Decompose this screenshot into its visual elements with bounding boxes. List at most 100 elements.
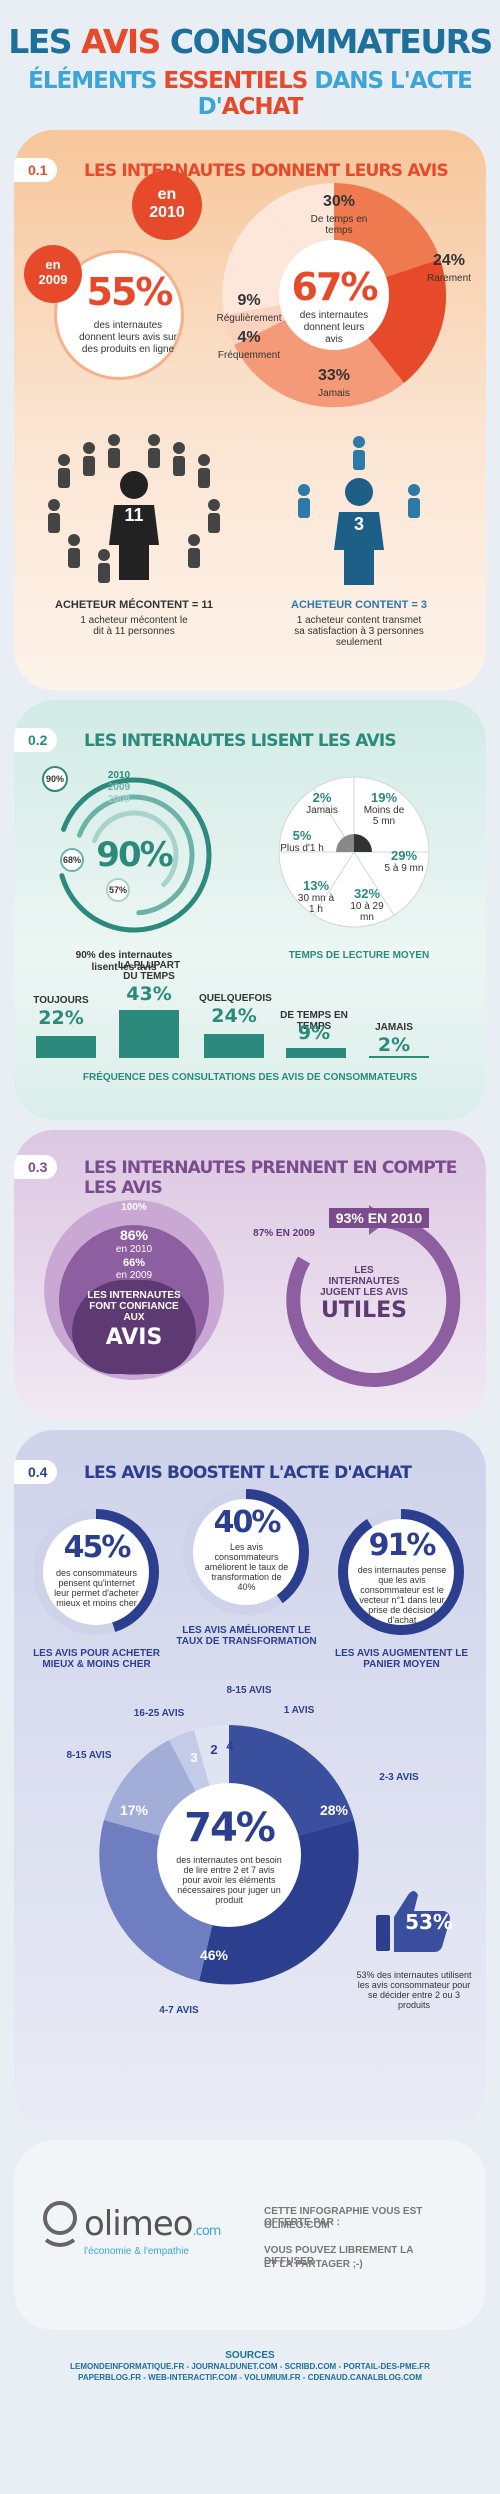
stat-40-text: Les avis consommateurs améliorent le tau… — [204, 1542, 289, 1592]
stat-90-marker: 90% — [42, 766, 68, 792]
freq-label: TOUJOURS — [33, 995, 89, 1006]
stat-9-text: Régulièrement — [216, 313, 282, 324]
donut-40 — [183, 1489, 309, 1615]
freq-value: 24% — [211, 1005, 257, 1027]
pie-value: 17% — [119, 1802, 149, 1818]
stat-66: 66% — [122, 1257, 146, 1269]
section-number: 0.2 — [14, 728, 58, 752]
stat-55: 55% — [86, 270, 174, 314]
main-subtitle: ÉLÉMENTS ESSENTIELS DANS L'ACTE D'ACHAT — [28, 68, 473, 120]
year-2009-label: 2009 — [107, 782, 131, 793]
stat-53-text: 53% des internautes utilisent les avis c… — [356, 1970, 472, 2010]
reading-arcs — [56, 777, 212, 933]
section-number: 0.1 — [14, 158, 58, 182]
year-2009-badge: en 2009 — [24, 245, 82, 303]
stat-24: 24% — [432, 252, 466, 269]
stat-30: 30% — [322, 193, 356, 210]
stat-9: 9% — [237, 292, 261, 309]
stat-66-year: en 2009 — [115, 1270, 153, 1281]
pie-value: 46% — [199, 1947, 229, 1963]
sources: SOURCES LEMONDEINFORMATIQUE.FR - JOURNAL… — [0, 2350, 500, 2383]
reading-value: 13% — [302, 878, 330, 893]
stat-86-year: en 2010 — [115, 1244, 153, 1255]
freq-label: JAMAIS — [375, 1022, 413, 1033]
year-2010-label: 2010 — [107, 770, 131, 781]
freq-bar-jamais — [369, 1056, 429, 1058]
section-number: 0.3 — [14, 1155, 58, 1179]
section-give-reviews: 0.1 LES INTERNAUTES DONNENT LEURS AVIS e… — [14, 130, 486, 690]
pie-value: 4 — [226, 1738, 234, 1753]
reviews-needed-pie — [99, 1725, 359, 1985]
stat-91-text: des internautes pense que les avis conso… — [357, 1565, 447, 1625]
freq-value: 9% — [297, 1022, 331, 1044]
freq-value: 2% — [377, 1034, 411, 1056]
section-header: 0.2 LES INTERNAUTES LISENT LES AVIS — [14, 728, 486, 758]
happy-buyer-illustration — [298, 436, 420, 585]
stat-53: 53% — [405, 1910, 453, 1934]
stat-4-text: Fréquemment — [217, 350, 281, 361]
unhappy-title: ACHETEUR MÉCONTENT = 11 — [55, 599, 213, 611]
useful-text: LES INTERNAUTES JUGENT LES AVIS — [320, 1265, 408, 1298]
stat-33: 33% — [317, 367, 351, 384]
section-number: 0.4 — [14, 1460, 58, 1484]
pie-value: 28% — [319, 1802, 349, 1818]
stat-45-text: des consommateurs pensent qu'internet le… — [54, 1568, 139, 1608]
section-header: 0.3 LES INTERNAUTES PRENNENT EN COMPTE L… — [14, 1155, 486, 1198]
stat-55-text: des internautes donnent leurs avis sur d… — [79, 320, 177, 355]
section-title: LES INTERNAUTES PRENNENT EN COMPTE LES A… — [84, 1158, 457, 1198]
pie-value: 2 — [210, 1742, 218, 1757]
reading-label: 10 à 29 mn — [350, 901, 384, 923]
section-consider-reviews: 0.3 LES INTERNAUTES PRENNENT EN COMPTE L… — [14, 1130, 486, 1420]
stat-4: 4% — [237, 329, 261, 346]
reading-label: 30 mn à 1 h — [297, 893, 335, 915]
stat-67: 67% — [291, 265, 379, 309]
section-title: LES INTERNAUTES DONNENT LEURS AVIS — [84, 161, 449, 181]
section-header: 0.4 LES AVIS BOOSTENT L'ACTE D'ACHAT — [14, 1460, 486, 1490]
freq-bar-de-temps — [286, 1048, 346, 1058]
year-2010-badge: en 2010 — [132, 170, 202, 240]
section-title: LES INTERNAUTES LISENT LES AVIS — [84, 731, 397, 751]
freq-label: LA PLUPART DU TEMPS — [117, 960, 181, 982]
stat-33-text: Jamais — [318, 388, 350, 399]
unhappy-number: 11 — [124, 505, 144, 525]
stat-45: 45% — [63, 1530, 132, 1565]
donut-45 — [33, 1509, 159, 1635]
unhappy-buyer-illustration — [48, 434, 220, 583]
stat-45-title: LES AVIS POUR ACHETER MIEUX & MOINS CHER — [33, 1648, 160, 1670]
pie-label: 16-25 AVIS — [133, 1708, 185, 1719]
pie-label: 2-3 AVIS — [379, 1772, 419, 1783]
trust-inner-circle — [72, 1280, 196, 1374]
reading-title: TEMPS DE LECTURE MOYEN — [288, 950, 430, 961]
reading-label: Plus d'1 h — [280, 843, 324, 854]
section-brand: olimeo.com l'économie & l'empathie CETTE… — [14, 2140, 486, 2330]
offer-line-1: CETTE INFOGRAPHIE VOUS EST OFFERTE PAR : — [264, 2206, 423, 2228]
thumbs-up-icon — [376, 1891, 450, 1952]
stat-90-caption: 90% des internautes lisent les avis — [75, 950, 173, 973]
olimeo-logo-icon — [43, 2201, 77, 2247]
freq-value: 43% — [126, 983, 172, 1005]
reading-value: 2% — [312, 790, 332, 805]
offer-line-2[interactable]: OLIMEO.COM — [264, 2220, 330, 2231]
stat-68-marker: 68% — [60, 848, 84, 872]
reading-time-pie — [278, 776, 430, 928]
brand-name: olimeo.com — [84, 2204, 221, 2244]
stat-67-text: des internautes donnent leurs avis — [299, 310, 369, 345]
donut-91 — [338, 1509, 464, 1635]
freq-label: DE TEMPS EN TEMPS — [280, 1010, 348, 1032]
freq-bar-toujours — [36, 1036, 96, 1058]
freq-title: FRÉQUENCE DES CONSULTATIONS DES AVIS DE … — [82, 1072, 418, 1083]
unhappy-text: 1 acheteur mécontent le dit à 11 personn… — [80, 615, 188, 637]
reading-label: Jamais — [306, 805, 338, 816]
pie-label: 8-15 AVIS — [226, 1685, 272, 1696]
share-line-2: ET LA PARTAGER ;-) — [264, 2259, 363, 2270]
pie-label: 8-15 AVIS — [66, 1750, 112, 1761]
section-title: LES AVIS BOOSTENT L'ACTE D'ACHAT — [84, 1463, 412, 1483]
section-read-reviews: 0.2 LES INTERNAUTES LISENT LES AVIS 90% … — [14, 700, 486, 1120]
reading-label: 5 à 9 mn — [384, 863, 424, 874]
stat-74: 74% — [184, 1805, 276, 1851]
freq-value: 22% — [38, 1007, 84, 1029]
sources-line-1: LEMONDEINFORMATIQUE.FR - JOURNALDUNET.CO… — [70, 2362, 430, 2371]
freq-label: QUELQUEFOIS — [199, 993, 272, 1004]
header: LES AVIS CONSOMMATEURS ÉLÉMENTS ESSENTIE… — [0, 0, 500, 120]
trust-big: AVIS — [105, 1325, 163, 1350]
